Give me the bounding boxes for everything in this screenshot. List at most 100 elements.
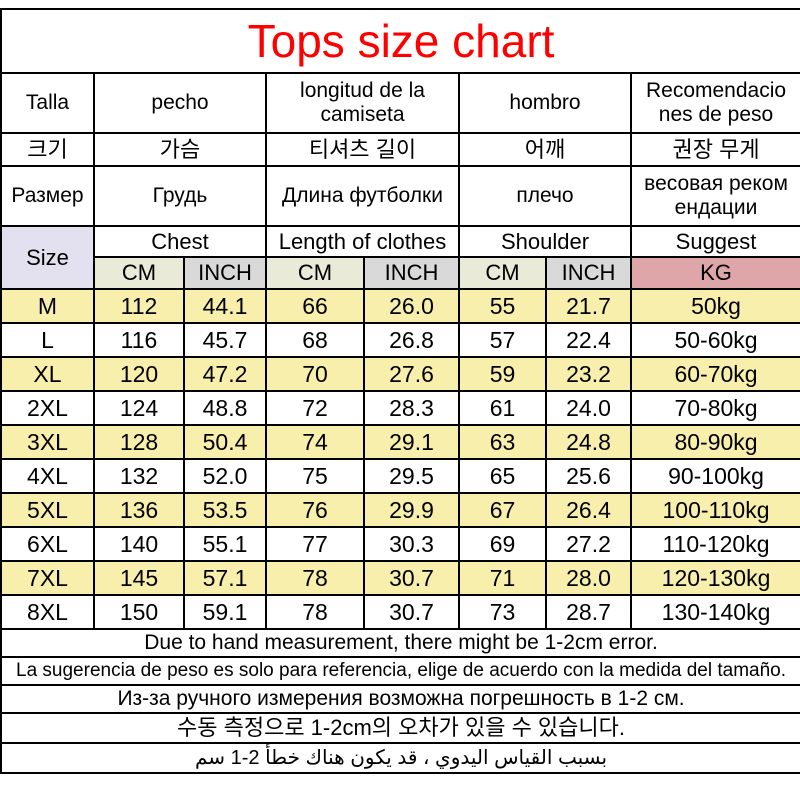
table-row-6xl: 6XL 140 55.1 77 30.3 69 27.2 110-120kg	[0, 526, 800, 562]
header-cell-chest-en: Chest	[93, 225, 267, 258]
shoulder-cm: 57	[458, 322, 547, 358]
header-cell-weight-es: Recomendacio nes de peso	[629, 72, 800, 134]
shoulder-cm: 63	[458, 424, 547, 460]
length-cm: 66	[265, 288, 365, 324]
note-korean: 수동 측정으로 1-2cm의 오차가 있을 수 있습니다.	[0, 712, 800, 744]
suggest-kg: 80-90kg	[629, 424, 800, 460]
unit-cell-weight-kg: KG	[629, 256, 800, 290]
chest-cm: 132	[93, 458, 185, 494]
length-cm: 75	[265, 458, 365, 494]
note-english: Due to hand measurement, there might be …	[0, 628, 800, 658]
suggest-kg: 100-110kg	[629, 492, 800, 528]
header-row-russian: Размер Грудь Длина футболки плечо весова…	[0, 165, 800, 227]
shoulder-inch: 23.2	[545, 356, 632, 392]
shoulder-inch: 25.6	[545, 458, 632, 494]
shoulder-cm: 73	[458, 594, 547, 630]
suggest-kg: 50-60kg	[629, 322, 800, 358]
size-label: 5XL	[0, 492, 95, 528]
chest-inch: 47.2	[183, 356, 267, 392]
table-row-4xl: 4XL 132 52.0 75 29.5 65 25.6 90-100kg	[0, 458, 800, 494]
suggest-kg: 130-140kg	[629, 594, 800, 630]
unit-cell-chest-inch: INCH	[183, 256, 267, 290]
shoulder-cm: 55	[458, 288, 547, 324]
length-cm: 78	[265, 560, 365, 596]
length-inch: 29.5	[363, 458, 460, 494]
length-inch: 29.9	[363, 492, 460, 528]
header-cell-size-en: Size	[0, 225, 95, 290]
header-cell-size-ko: 크기	[0, 132, 95, 167]
size-label: L	[0, 322, 95, 358]
header-cell-shoulder-ko: 어깨	[458, 132, 632, 167]
chest-cm: 116	[93, 322, 185, 358]
chest-inch: 52.0	[183, 458, 267, 494]
header-cell-weight-en: Suggest	[629, 225, 800, 258]
header-row-units: CM INCH CM INCH CM INCH KG	[1, 256, 800, 290]
header-cell-length-ru: Длина футболки	[265, 165, 460, 227]
chest-inch: 53.5	[183, 492, 267, 528]
chest-cm: 128	[93, 424, 185, 460]
shoulder-inch: 24.8	[545, 424, 632, 460]
chest-cm: 124	[93, 390, 185, 426]
length-cm: 76	[265, 492, 365, 528]
chest-cm: 150	[93, 594, 185, 630]
note-row-english: Due to hand measurement, there might be …	[0, 628, 800, 658]
table-row-2xl: 2XL 124 48.8 72 28.3 61 24.0 70-80kg	[0, 390, 800, 426]
header-cell-chest-es: pecho	[93, 72, 267, 134]
suggest-kg: 70-80kg	[629, 390, 800, 426]
header-cell-shoulder-es: hombro	[458, 72, 632, 134]
shoulder-inch: 22.4	[545, 322, 632, 358]
shoulder-cm: 71	[458, 560, 547, 596]
header-row-english: Size Chest Length of clothes Shoulder Su…	[0, 225, 800, 290]
header-row-spanish: Talla pecho longitud de la camiseta homb…	[0, 72, 800, 134]
size-label: XL	[0, 356, 95, 392]
chest-cm: 120	[93, 356, 185, 392]
size-label: 6XL	[0, 526, 95, 562]
header-cell-shoulder-en: Shoulder	[458, 225, 632, 258]
shoulder-cm: 59	[458, 356, 547, 392]
header-cell-chest-ko: 가슴	[93, 132, 267, 167]
chest-inch: 44.1	[183, 288, 267, 324]
table-row-3xl: 3XL 128 50.4 74 29.1 63 24.8 80-90kg	[0, 424, 800, 460]
table-row-l: L 116 45.7 68 26.8 57 22.4 50-60kg	[0, 322, 800, 358]
size-label: 2XL	[0, 390, 95, 426]
shoulder-cm: 61	[458, 390, 547, 426]
size-label: 3XL	[0, 424, 95, 460]
size-label: 8XL	[0, 594, 95, 630]
shoulder-inch: 26.4	[545, 492, 632, 528]
length-inch: 26.0	[363, 288, 460, 324]
length-cm: 74	[265, 424, 365, 460]
chest-cm: 140	[93, 526, 185, 562]
header-row-korean: 크기 가슴 티셔츠 길이 어깨 권장 무게	[0, 132, 800, 167]
unit-cell-shoulder-inch: INCH	[545, 256, 632, 290]
table-row-xl: XL 120 47.2 70 27.6 59 23.2 60-70kg	[0, 356, 800, 392]
chest-inch: 48.8	[183, 390, 267, 426]
header-cell-weight-ko: 권장 무게	[629, 132, 800, 167]
unit-cell-chest-cm: CM	[93, 256, 185, 290]
note-row-korean: 수동 측정으로 1-2cm의 오차가 있을 수 있습니다.	[0, 712, 800, 744]
length-inch: 30.3	[363, 526, 460, 562]
header-cell-weight-ru: весовая реком ендации	[629, 165, 800, 227]
chest-inch: 55.1	[183, 526, 267, 562]
chest-cm: 112	[93, 288, 185, 324]
chest-inch: 57.1	[183, 560, 267, 596]
header-cell-size-es: Talla	[0, 72, 95, 134]
page-title: Tops size chart	[0, 8, 800, 74]
length-inch: 28.3	[363, 390, 460, 426]
length-inch: 30.7	[363, 594, 460, 630]
shoulder-cm: 67	[458, 492, 547, 528]
shoulder-inch: 27.2	[545, 526, 632, 562]
table-row-5xl: 5XL 136 53.5 76 29.9 67 26.4 100-110kg	[0, 492, 800, 528]
unit-cell-length-inch: INCH	[363, 256, 460, 290]
header-cell-length-ko: 티셔츠 길이	[265, 132, 460, 167]
length-cm: 78	[265, 594, 365, 630]
length-cm: 68	[265, 322, 365, 358]
header-cell-chest-ru: Грудь	[93, 165, 267, 227]
length-inch: 26.8	[363, 322, 460, 358]
shoulder-inch: 24.0	[545, 390, 632, 426]
size-label: M	[0, 288, 95, 324]
suggest-kg: 90-100kg	[629, 458, 800, 494]
header-cell-shoulder-ru: плечо	[458, 165, 632, 227]
shoulder-inch: 21.7	[545, 288, 632, 324]
header-cell-size-ru: Размер	[0, 165, 95, 227]
